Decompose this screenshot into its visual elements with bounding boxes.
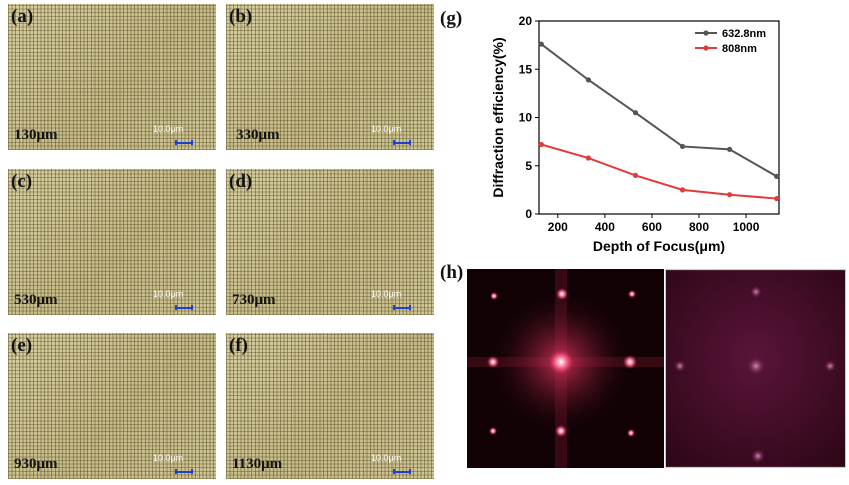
panel-label: (c) xyxy=(11,171,33,192)
data-point xyxy=(726,192,733,198)
micrograph-e: (e) 930μm 10.0μm xyxy=(8,333,216,479)
data-point xyxy=(632,110,639,116)
micrograph-d: (d) 730μm 10.0μm xyxy=(226,169,434,315)
diffraction-pattern-right xyxy=(665,269,846,468)
data-point xyxy=(585,77,592,83)
scale-bar-text: 10.0μm xyxy=(371,453,402,463)
data-point xyxy=(585,155,592,161)
micrograph-f: (f) 1130μm 10.0μm xyxy=(226,333,434,479)
depth-label: 1130μm xyxy=(232,456,283,472)
data-point xyxy=(774,195,780,202)
series-line-1 xyxy=(540,43,778,178)
micrograph-b: (b) 330μm 10.0μm xyxy=(226,4,434,150)
scale-bar-text: 10.0μm xyxy=(153,289,184,299)
data-point xyxy=(726,146,733,152)
legend-marker xyxy=(703,45,709,51)
scale-bar-text: 10.0μm xyxy=(153,124,184,134)
scale-bar-text: 10.0μm xyxy=(153,453,184,463)
depth-label: 130μm xyxy=(14,127,58,143)
y-tick-label: 15 xyxy=(519,62,533,76)
scale-bar-text: 10.0μm xyxy=(371,124,402,134)
panel-label: (f) xyxy=(229,335,248,356)
x-tick-label: 600 xyxy=(642,220,662,234)
figure-label-g: (g) xyxy=(440,8,463,29)
scale-bar xyxy=(175,469,193,474)
panel-label: (a) xyxy=(11,6,34,27)
efficiency-chart: 200 400 600 800 1000 0 5 10 15 20 Depth of Focus(μ… xyxy=(490,14,780,254)
scale-bar xyxy=(393,469,411,474)
legend-label: 632.8nm xyxy=(722,28,766,40)
depth-label: 530μm xyxy=(14,292,58,308)
scale-bar xyxy=(175,305,193,310)
legend-marker xyxy=(703,30,709,36)
x-axis-label: Depth of Focus(μm) xyxy=(593,238,725,254)
panel-label: (d) xyxy=(229,171,253,192)
depth-label: 330μm xyxy=(236,127,280,143)
x-tick-label: 400 xyxy=(595,220,615,234)
series-line-2 xyxy=(541,143,777,200)
data-point xyxy=(679,187,686,193)
figure-label-h: (h) xyxy=(440,262,464,283)
x-tick-label: 1000 xyxy=(733,220,760,234)
scale-bar xyxy=(393,140,411,145)
y-axis-label: Diffraction efficiency(%) xyxy=(490,37,506,197)
depth-label: 930μm xyxy=(14,456,58,472)
y-tick-label: 0 xyxy=(525,207,532,221)
micrograph-c: (c) 530μm 10.0μm xyxy=(8,169,216,315)
data-point xyxy=(538,41,544,47)
legend-label: 808nm xyxy=(722,43,757,55)
x-tick-label: 200 xyxy=(548,220,568,234)
x-tick-label: 800 xyxy=(689,220,709,234)
scale-bar xyxy=(175,140,193,145)
micrograph-a: (a) 130μm 10.0μm xyxy=(8,4,216,150)
diffraction-pattern-left xyxy=(467,269,664,468)
data-point xyxy=(774,173,780,179)
scale-bar xyxy=(393,305,411,310)
y-tick-label: 5 xyxy=(525,159,532,173)
data-point xyxy=(632,172,639,178)
panel-label: (b) xyxy=(229,6,253,27)
scale-bar-text: 10.0μm xyxy=(371,289,402,299)
panel-label: (e) xyxy=(11,335,33,356)
data-point xyxy=(679,143,686,150)
depth-label: 730μm xyxy=(232,292,276,308)
data-point xyxy=(538,141,544,148)
y-tick-label: 10 xyxy=(519,111,533,125)
y-tick-label: 20 xyxy=(519,14,533,28)
